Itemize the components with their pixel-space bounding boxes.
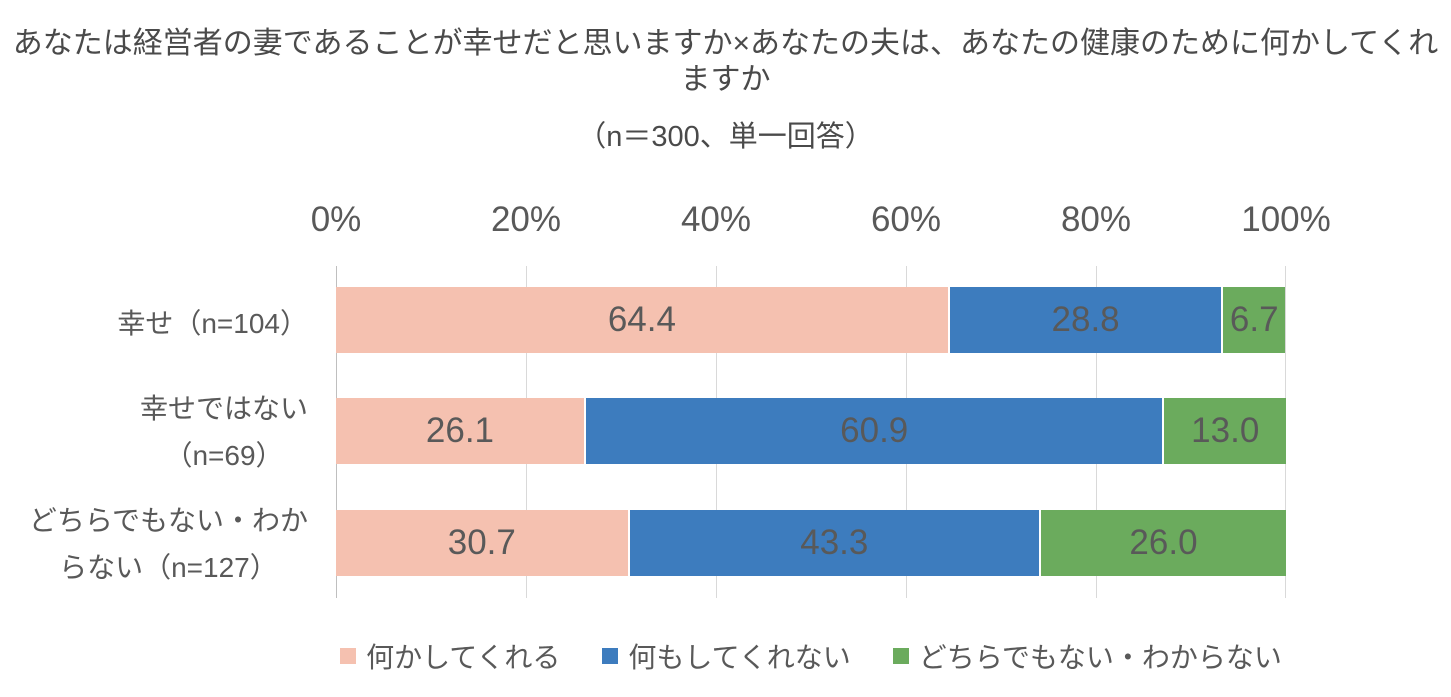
bar-row-happy: 64.4 28.8 6.7 [336,287,1286,353]
value-label: 30.7 [447,523,516,562]
legend-swatch-green-icon [892,648,909,664]
category-label-happy: 幸せ（n=104） [117,308,308,339]
bar-segment-does-something: 64.4 [336,287,948,353]
legend-swatch-pink-icon [340,648,357,664]
value-label: 26.0 [1129,523,1198,562]
value-label: 60.9 [840,411,909,450]
legend-label: 何かしてくれる [366,642,561,673]
value-label: 43.3 [800,523,869,562]
value-label: 13.0 [1191,411,1260,450]
legend: 何かしてくれる 何もしてくれない どちらでもない・わからない [336,636,1286,676]
bar-segment-neither: 6.7 [1221,287,1286,353]
legend-swatch-blue-icon [602,648,619,664]
chart-title: あなたは経営者の妻であることが幸せだと思いますか×あなたの夫は、あなたの健康のた… [0,0,1451,154]
x-tick-0: 0% [310,200,362,239]
plot-area: 64.4 28.8 6.7 26.1 60.9 13.0 30.7 43.3 2… [336,266,1286,598]
bar-row-neither: 30.7 43.3 26.0 [336,510,1286,576]
bar-segment-neither: 13.0 [1162,398,1286,464]
bar-segment-does-nothing: 43.3 [627,510,1039,576]
chart-title-line1: あなたは経営者の妻であることが幸せだと思いますか×あなたの夫は、あなたの健康のた… [12,27,1439,96]
legend-label: 何もしてくれない [628,642,851,673]
bar-segment-neither: 26.0 [1038,510,1286,576]
x-tick-80: 80% [1060,200,1132,239]
bar-row-not-happy: 26.1 60.9 13.0 [336,398,1286,464]
bar-segment-does-nothing: 60.9 [583,398,1163,464]
x-tick-100: 100% [1241,200,1331,239]
x-tick-60: 60% [870,200,942,239]
value-label: 64.4 [607,300,676,339]
legend-label: どちらでもない・わからない [918,642,1282,673]
legend-item-neither: どちらでもない・わからない [892,636,1282,676]
chart-title-subtitle: （n＝300、単一回答） [577,121,874,153]
x-tick-20: 20% [490,200,562,239]
value-label: 28.8 [1051,300,1120,339]
bar-segment-does-nothing: 28.8 [947,287,1222,353]
legend-item-does-nothing: 何もしてくれない [602,636,851,676]
value-label: 6.7 [1229,300,1279,339]
category-label-neither: どちらでもない・わか らない（n=127） [28,505,308,583]
bar-segment-does-something: 30.7 [336,510,628,576]
value-label: 26.1 [425,411,495,450]
bar-segment-does-something: 26.1 [336,398,584,464]
x-tick-40: 40% [680,200,752,239]
legend-item-does-something: 何かしてくれる [340,636,560,676]
category-label-not-happy: 幸せではない （n=69） [139,393,308,471]
x-axis-tick-labels: 0% 20% 40% 60% 80% 100% [311,200,1331,239]
